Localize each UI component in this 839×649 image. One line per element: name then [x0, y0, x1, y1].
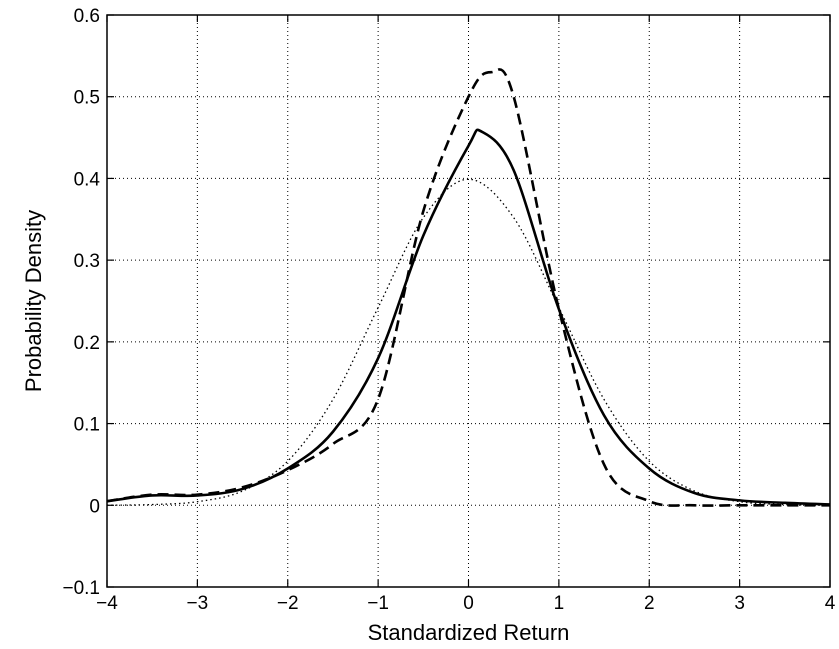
- y-tick-label: 0.2: [74, 333, 100, 354]
- x-tick-label: −1: [367, 593, 389, 614]
- x-tick-label: 2: [644, 593, 655, 614]
- y-tick-label: 0.3: [74, 251, 100, 272]
- solid-density-curve: [106, 128, 831, 506]
- x-tick-label: 4: [825, 593, 836, 614]
- x-tick-label: 0: [463, 593, 474, 614]
- dashed-density-curve: [106, 68, 830, 507]
- x-tick-label: −2: [277, 593, 299, 614]
- y-tick-label: 0.4: [74, 169, 101, 190]
- plot-frame: [106, 14, 831, 588]
- y-tick-label: 0.6: [74, 6, 100, 27]
- grid-layer: [107, 15, 830, 587]
- tick-layer: −4 −3 −2 −1 0 1 2 3 4 −0.1 0 0.1 0.2 0.3 0.4 0.5 0.6: [62, 6, 835, 614]
- y-tick-label: 0.1: [74, 415, 100, 436]
- y-axis-label: Probability Density: [21, 210, 46, 392]
- x-tick-label: −3: [187, 593, 209, 614]
- x-tick-label: 1: [554, 593, 565, 614]
- y-tick-label: 0: [89, 496, 100, 517]
- x-tick-label: −4: [96, 593, 118, 614]
- dotted-density-curve: [106, 178, 831, 506]
- y-tick-label: 0.5: [74, 88, 100, 109]
- y-tick-label: −0.1: [62, 578, 100, 599]
- series-layer: [106, 68, 831, 507]
- x-tick-label: 3: [734, 593, 745, 614]
- x-axis-label: Standardized Return: [368, 620, 570, 645]
